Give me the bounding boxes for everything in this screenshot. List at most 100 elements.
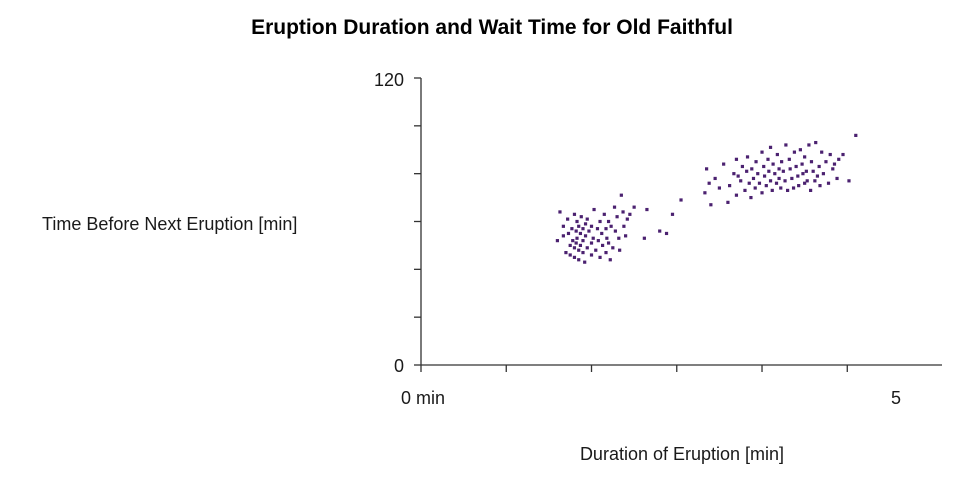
scatter-point — [589, 253, 594, 257]
scatter-point — [555, 239, 560, 243]
scatter-point — [754, 160, 758, 164]
scatter-point — [803, 155, 807, 159]
scatter-point — [622, 224, 626, 228]
scatter-point — [779, 186, 783, 190]
scatter-point — [790, 176, 794, 181]
scatter-point — [736, 174, 740, 178]
scatter-point — [578, 231, 583, 236]
scatter-point — [707, 181, 711, 185]
scatter-point — [792, 150, 797, 154]
scatter-point — [824, 160, 828, 164]
scatter-point — [743, 188, 747, 193]
scatter-point — [566, 217, 570, 221]
scatter-point — [717, 186, 721, 190]
scatter-point — [854, 133, 858, 137]
scatter-point — [624, 234, 628, 238]
scatter-point — [628, 212, 632, 216]
scatter-point — [809, 160, 814, 164]
scatter-point — [828, 152, 832, 157]
scatter-point — [753, 186, 757, 190]
scatter-point — [788, 167, 792, 171]
scatter-point — [745, 155, 750, 159]
scatter-point — [801, 172, 805, 176]
scatter-point — [794, 164, 798, 169]
scatter-point — [783, 179, 787, 183]
scatter-point — [756, 172, 760, 176]
scatter-point — [613, 229, 617, 233]
y-tick-label-bottom: 0 — [394, 356, 404, 376]
scatter-point — [809, 188, 813, 193]
scatter-point — [664, 231, 669, 236]
scatter-point — [670, 212, 675, 216]
scatter-point — [740, 164, 745, 169]
x-tick-label-end: 5 — [891, 388, 901, 408]
scatter-point — [781, 169, 785, 173]
scatter-point — [807, 143, 811, 147]
scatter-point — [747, 181, 751, 185]
scatter-point — [773, 172, 777, 176]
scatter-point — [739, 179, 743, 183]
scatter-point — [767, 169, 771, 173]
scatter-point — [587, 229, 591, 233]
scatter-point — [589, 224, 594, 228]
scatter-point — [602, 212, 606, 216]
scatter-point — [572, 246, 577, 250]
scatter-point — [658, 229, 662, 233]
scatter-point — [813, 179, 817, 183]
scatter-point — [605, 236, 609, 240]
scatter-point — [750, 167, 754, 171]
scatter-point — [726, 200, 730, 204]
scatter-point — [595, 227, 600, 231]
scatter-point — [774, 181, 779, 185]
scatter-point — [618, 248, 622, 252]
scatter-point — [732, 172, 736, 176]
scatter-point — [762, 174, 767, 178]
scatter-point — [583, 222, 588, 226]
scatter-point — [612, 205, 617, 209]
scatter-point — [583, 234, 588, 238]
scatter-point — [734, 157, 739, 161]
scatter-point — [558, 210, 562, 214]
scatter-point — [803, 181, 807, 185]
scatter-point — [831, 167, 835, 171]
scatter-point — [705, 167, 709, 171]
scatter-point — [764, 184, 768, 188]
scatter-point — [835, 176, 839, 181]
scatter-point — [570, 227, 574, 231]
scatter-point — [609, 224, 613, 228]
scatter-point — [841, 152, 845, 157]
scatter-point — [585, 246, 589, 250]
scatter-point — [561, 224, 565, 228]
scatter-point — [581, 239, 585, 243]
scatter-point — [815, 174, 820, 178]
scatter-point — [606, 241, 611, 245]
scatter-point — [760, 150, 764, 154]
scatter-point — [768, 145, 773, 149]
scatter-point — [768, 179, 773, 183]
scatter-point — [575, 236, 579, 240]
scatter-point — [577, 258, 581, 262]
chart-title: Eruption Duration and Wait Time for Old … — [251, 16, 733, 39]
scatter-point — [600, 243, 605, 248]
scatter-point — [592, 207, 596, 212]
scatter-point — [818, 184, 822, 188]
scatter-point — [604, 250, 608, 255]
scatter-point — [604, 227, 608, 231]
scatter-point — [611, 246, 615, 250]
scatter-point — [784, 143, 788, 147]
scatter-point — [619, 193, 623, 197]
scatter-point — [571, 239, 575, 243]
scatter-point — [645, 207, 649, 212]
scatter-point — [762, 164, 766, 169]
scatter-point — [568, 253, 572, 257]
x-axis-ticks — [420, 365, 848, 372]
scatter-point — [722, 162, 726, 166]
scatter-point — [805, 179, 809, 183]
scatter-point — [787, 157, 791, 161]
scatter-point — [796, 174, 800, 178]
scatter-point — [581, 250, 585, 255]
scatter-point — [804, 169, 808, 173]
scatter-point — [625, 217, 629, 221]
scatter-point — [814, 140, 818, 145]
